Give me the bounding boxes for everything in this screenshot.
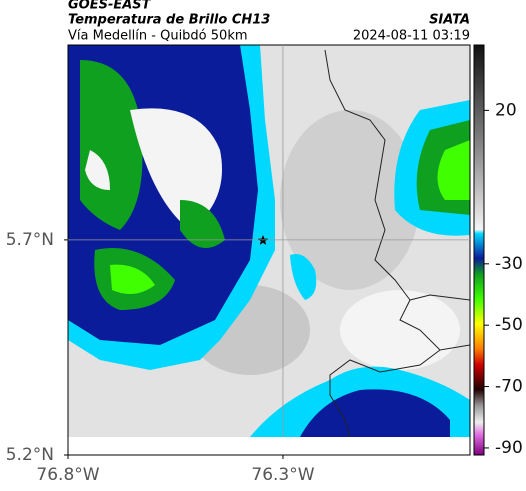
colorbar-tick-label: -70 <box>495 377 523 397</box>
timestamp: 2024-08-11 03:19 <box>353 29 470 44</box>
colorbar-tick-label: -50 <box>495 315 523 335</box>
y-tick-label: 5.2°N <box>6 445 54 465</box>
colorbar-tick-label: -90 <box>495 438 523 458</box>
colorbar-tick-label: -30 <box>495 254 523 274</box>
y-tick-label: 5.7°N <box>6 230 54 250</box>
brand: SIATA <box>429 13 470 28</box>
subtitle: Vía Medellín - Quibdó 50km <box>68 29 248 44</box>
x-tick-label: 76.3°W <box>251 465 314 485</box>
plot-frame <box>67 44 471 456</box>
title: Temperatura de Brillo CH13 <box>68 13 270 28</box>
satellite-image <box>68 45 470 437</box>
image-gap <box>68 437 470 455</box>
source: GOES-EAST <box>68 0 152 13</box>
colorbar-tick-label: 20 <box>495 100 517 120</box>
colorbar <box>473 44 485 456</box>
x-tick-label: 76.8°W <box>36 465 99 485</box>
